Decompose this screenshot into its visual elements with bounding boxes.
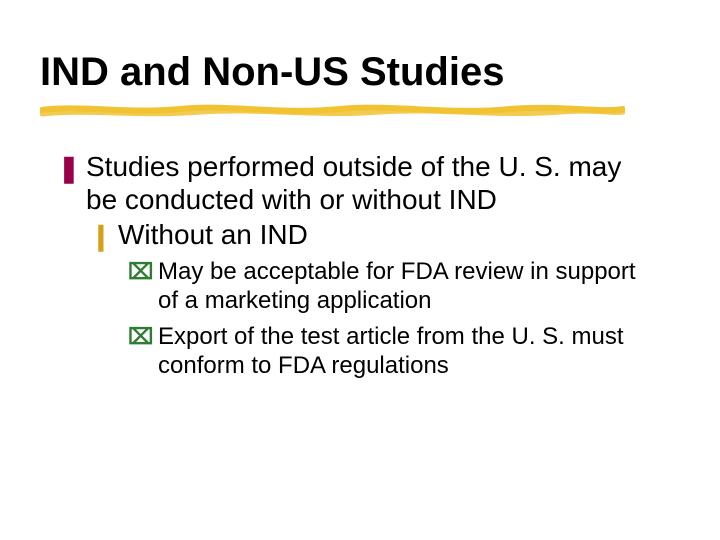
bullet-icon-lvl3: ⌧ xyxy=(128,324,153,351)
bullet-icon-lvl1: ❚ xyxy=(58,153,80,184)
bullet-icon-lvl2: ❙ xyxy=(90,221,112,252)
slide-title: IND and Non-US Studies xyxy=(40,50,504,95)
bullet-level3: ⌧ Export of the test article from the U.… xyxy=(58,322,650,381)
bullet-level1: ❚ Studies performed outside of the U. S.… xyxy=(58,150,650,216)
bullet-icon-lvl3: ⌧ xyxy=(128,259,153,286)
bullet-text: Without an IND xyxy=(118,219,308,250)
slide: IND and Non-US Studies ❚ Studies perform… xyxy=(0,0,720,540)
bullet-level2: ❙ Without an IND xyxy=(58,218,650,251)
title-underline xyxy=(40,102,625,118)
bullet-text: Studies performed outside of the U. S. m… xyxy=(86,151,621,215)
bullet-text: Export of the test article from the U. S… xyxy=(158,323,624,379)
slide-body: ❚ Studies performed outside of the U. S.… xyxy=(58,150,650,380)
bullet-level3: ⌧ May be acceptable for FDA review in su… xyxy=(58,257,650,316)
bullet-text: May be acceptable for FDA review in supp… xyxy=(158,258,636,314)
